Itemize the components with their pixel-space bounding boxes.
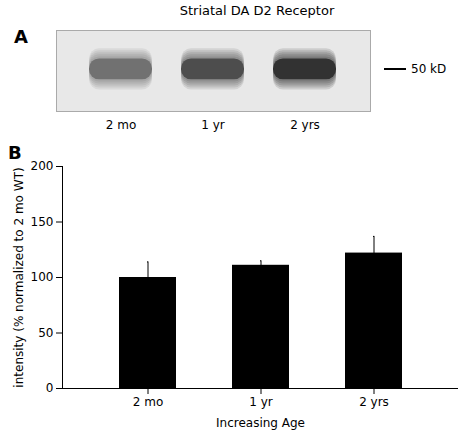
svg-text:2 yrs: 2 yrs	[359, 395, 389, 409]
html-text:A: A	[14, 26, 28, 47]
svg-text:150: 150	[31, 215, 54, 229]
svg-text:1 yr: 1 yr	[249, 395, 273, 409]
html-text:B: B	[8, 142, 22, 163]
svg-text:100: 100	[31, 270, 54, 284]
svg-text:2 yrs: 2 yrs	[290, 118, 320, 132]
svg-text:50: 50	[38, 326, 53, 340]
svg-text:2 mo: 2 mo	[133, 395, 163, 409]
svg-text:Increasing Age: Increasing Age	[216, 416, 305, 430]
svg-text:200: 200	[31, 159, 54, 173]
html-text:50 kD: 50 kD	[411, 61, 447, 76]
svg-text:1 yr: 1 yr	[201, 118, 225, 132]
svg-text:intensity (% normalized to 2 m: intensity (% normalized to 2 mo WT)	[12, 167, 26, 387]
svg-text:2 mo: 2 mo	[106, 118, 136, 132]
html-text:Striatal DA D2 Receptor: Striatal DA D2 Receptor	[179, 3, 335, 18]
svg-text:0: 0	[46, 381, 54, 395]
